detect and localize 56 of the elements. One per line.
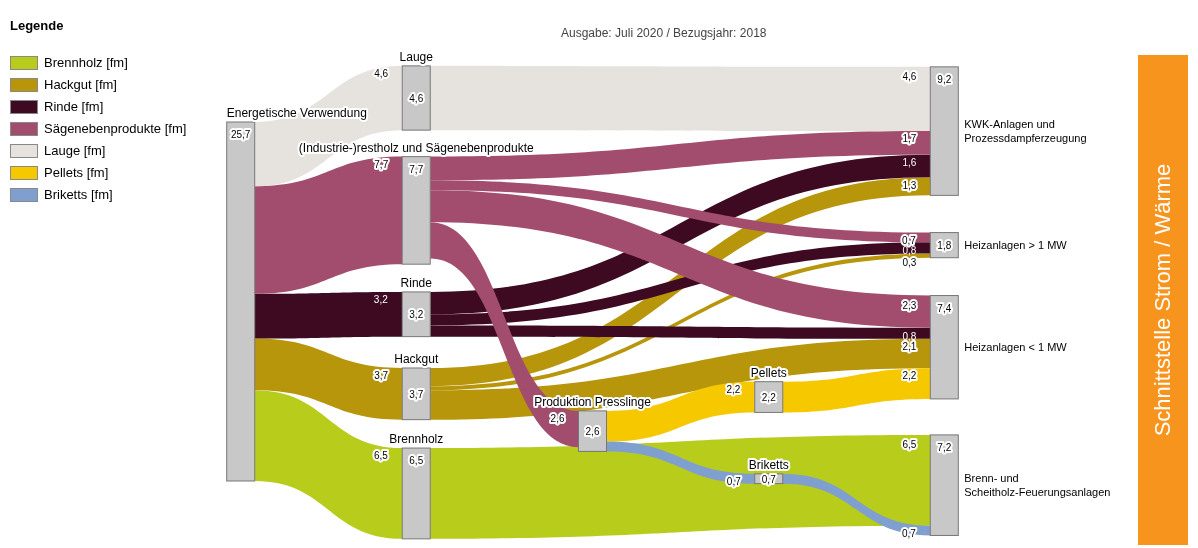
data-label: 7,2 [937, 441, 952, 453]
data-label: 7,7 [409, 163, 424, 175]
data-label: 6,5 [374, 450, 389, 462]
data-label: 7,7 [374, 158, 389, 170]
data-label: 0,8 [902, 245, 917, 257]
side-panel: Schnittstelle Strom / Wärme [1138, 55, 1188, 545]
category-label: Rinde [400, 275, 433, 290]
data-label: 6,5 [902, 439, 917, 451]
data-label: 2,6 [585, 426, 600, 438]
data-label: 2,6 [550, 412, 565, 424]
data-label: 0,8 [902, 330, 917, 342]
category-label: (Industrie-)restholz und Sägenebenprodukte [298, 140, 534, 155]
category-label: Produktion Presslinge [534, 394, 652, 409]
data-label: 7,4 [937, 302, 952, 314]
data-label: 2,2 [761, 392, 777, 404]
data-label: 3,2 [409, 309, 424, 321]
text: Ausgabe: Juli 2020 / Bezugsjahr: 2018 [561, 26, 767, 40]
data-label: 3,2 [373, 293, 389, 305]
data-label: 2,1 [902, 340, 917, 352]
data-label: 1,6 [902, 157, 917, 169]
data-label: 1,7 [902, 133, 917, 145]
data-label: 4,6 [409, 93, 424, 104]
legend-label: Briketts [fm] [44, 187, 113, 202]
data-label: 1,8 [937, 240, 952, 252]
legend-label: Rinde [fm] [44, 99, 104, 114]
data-label: 0,7 [902, 527, 917, 539]
category-label: Heizanlagen > 1 MW [964, 239, 1068, 252]
data-label: 3,7 [374, 369, 389, 381]
category-label: Hackgut [394, 351, 439, 366]
category-label: Briketts [748, 457, 789, 472]
legend-label: Lauge [fm] [44, 143, 106, 158]
data-label: 2,2 [902, 370, 917, 382]
data-label: 2,3 [902, 299, 917, 311]
legend-label: Pellets [fm] [44, 165, 109, 180]
data-label: 6,5 [409, 455, 424, 467]
category-label: KWK-Anlagen und Prozessdampferzeugung [964, 118, 1087, 145]
data-label: 25,7 [230, 129, 251, 140]
category-label: Energetische Verwendung [226, 106, 367, 120]
data-label: 0,7 [901, 234, 917, 246]
data-label: 1,3 [902, 180, 917, 192]
data-label: 4,6 [374, 67, 389, 79]
legend-title: Legende [10, 18, 65, 33]
category-label: Brennholz [389, 432, 444, 447]
legend-label: Hackgut [fm] [44, 77, 117, 92]
data-label: 4,6 [902, 71, 917, 83]
category-label: Brenn- und Scheitholz-Feuerungsanlagen [964, 472, 1111, 499]
data-label: 3,7 [409, 388, 424, 400]
category-label: Lauge [399, 49, 434, 64]
data-label: 9,2 [937, 73, 952, 85]
legend-label: Brennholz [fm] [44, 55, 128, 70]
data-label: 0,7 [761, 473, 777, 485]
category-label: Heizanlagen < 1 MW [964, 341, 1068, 354]
data-label: 2,2 [726, 383, 741, 395]
data-label: 0,3 [902, 257, 917, 269]
legend-label: Sägenebenprodukte [fm] [44, 121, 187, 136]
category-label: Pellets [750, 365, 787, 380]
